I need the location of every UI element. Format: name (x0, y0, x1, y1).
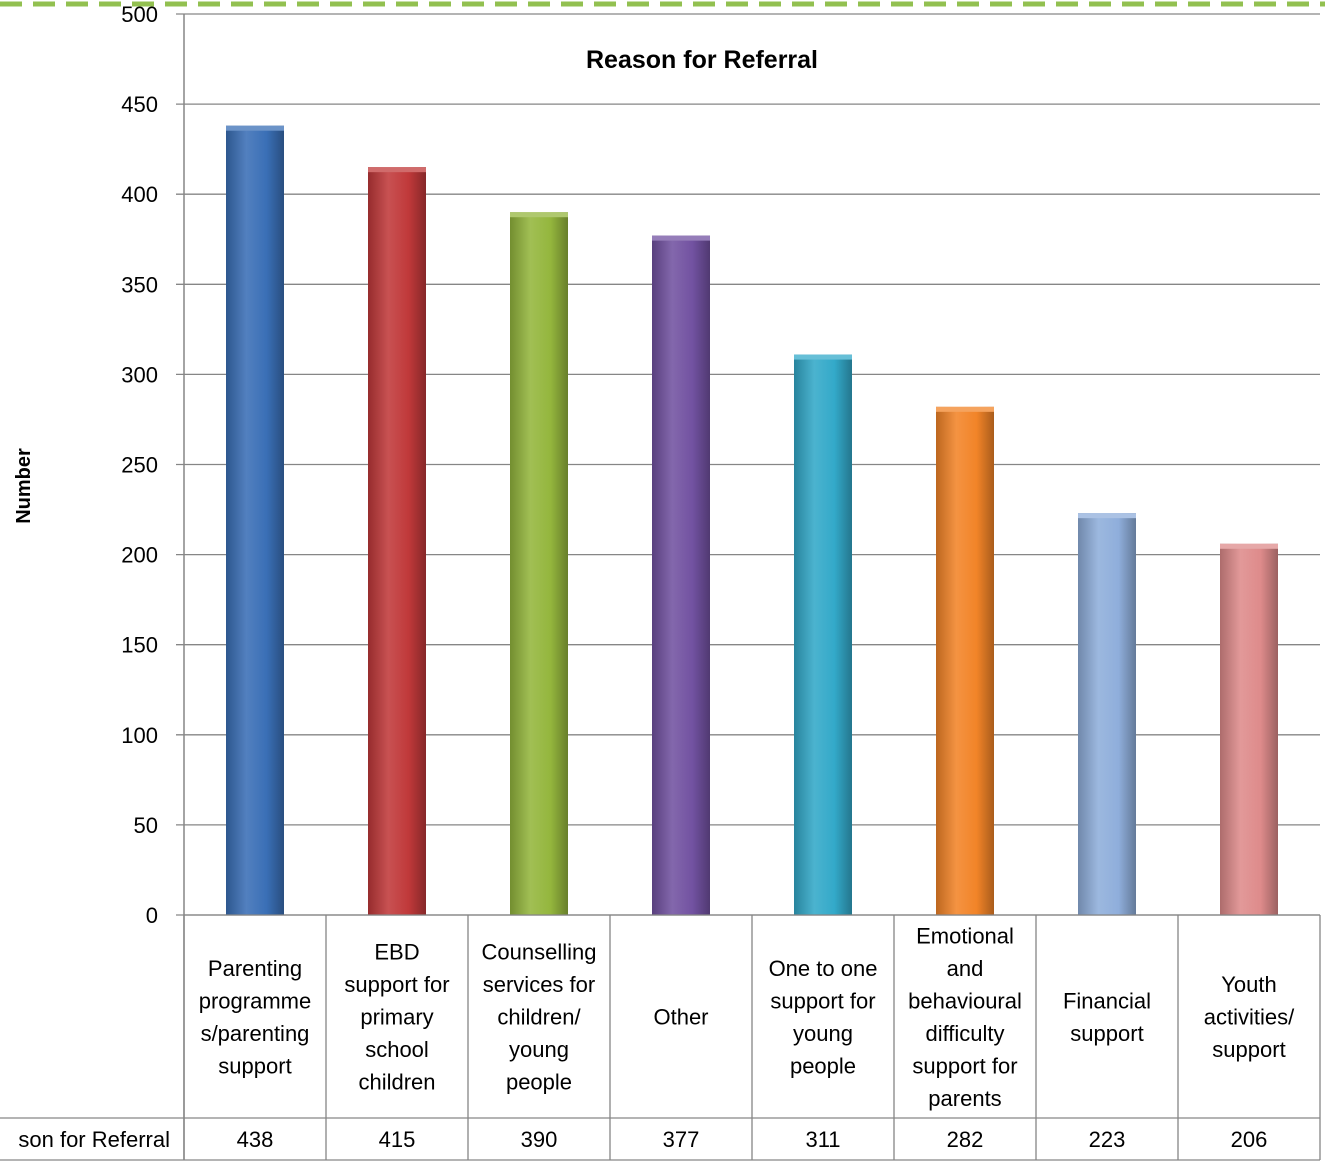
bar-cap (1220, 543, 1278, 549)
table-value: 377 (663, 1127, 700, 1152)
bar-cap (794, 354, 852, 360)
bar (1220, 543, 1278, 915)
bar (1078, 513, 1136, 915)
y-tick-label: 100 (121, 723, 158, 748)
chart-title: Reason for Referral (586, 46, 818, 74)
y-tick-label: 50 (134, 813, 158, 838)
category-label: EBD support for primary school children (344, 940, 449, 1095)
y-tick-label: 200 (121, 543, 158, 568)
y-tick-label: 300 (121, 362, 158, 387)
y-axis-label: Number (13, 448, 35, 524)
category-label: Financial support (1063, 988, 1151, 1046)
bar (794, 354, 852, 915)
table-value: 415 (379, 1127, 416, 1152)
table-value: 223 (1089, 1127, 1126, 1152)
bar (936, 406, 994, 915)
bar-cap (226, 125, 284, 131)
data-table: Parenting programme s/parenting support EBD s… (0, 914, 1321, 1161)
y-tick-label: 0 (146, 903, 158, 928)
y-tick-label: 150 (121, 633, 158, 658)
y-tick-label: 450 (121, 92, 158, 117)
table-value: 438 (237, 1127, 274, 1152)
table-value: 311 (805, 1127, 840, 1152)
bar (226, 125, 284, 915)
y-tick-label: 250 (121, 453, 158, 478)
category-label: Emotional and behavioural difficulty support… (908, 923, 1022, 1111)
bar (510, 212, 568, 916)
bar-cap (936, 406, 994, 412)
table-value: 206 (1231, 1127, 1268, 1152)
y-axis-tick-labels: 0 50 100 150 200 250 300 350 400 450 500 (121, 2, 158, 928)
table-row-label: son for Referral (18, 1127, 170, 1152)
category-label: Other (653, 1005, 708, 1030)
bar (368, 167, 426, 916)
y-tick-label: 400 (121, 182, 158, 207)
category-label: Youth activities/support (1204, 972, 1295, 1062)
category-label: Parenting programme s/parenting support (199, 956, 311, 1079)
y-tick-label: 500 (121, 2, 158, 27)
bar-cap (368, 167, 426, 173)
bar-cap (510, 212, 568, 218)
table-value: 390 (521, 1127, 558, 1152)
bars (226, 125, 1278, 916)
bar-cap (652, 235, 710, 241)
table-value: 282 (947, 1127, 984, 1152)
bar-cap (1078, 513, 1136, 519)
bar (652, 235, 710, 915)
category-label: One to one support for young people (769, 956, 878, 1079)
y-tick-label: 350 (121, 272, 158, 297)
category-label: Counselling services for children/young peo… (482, 940, 597, 1095)
